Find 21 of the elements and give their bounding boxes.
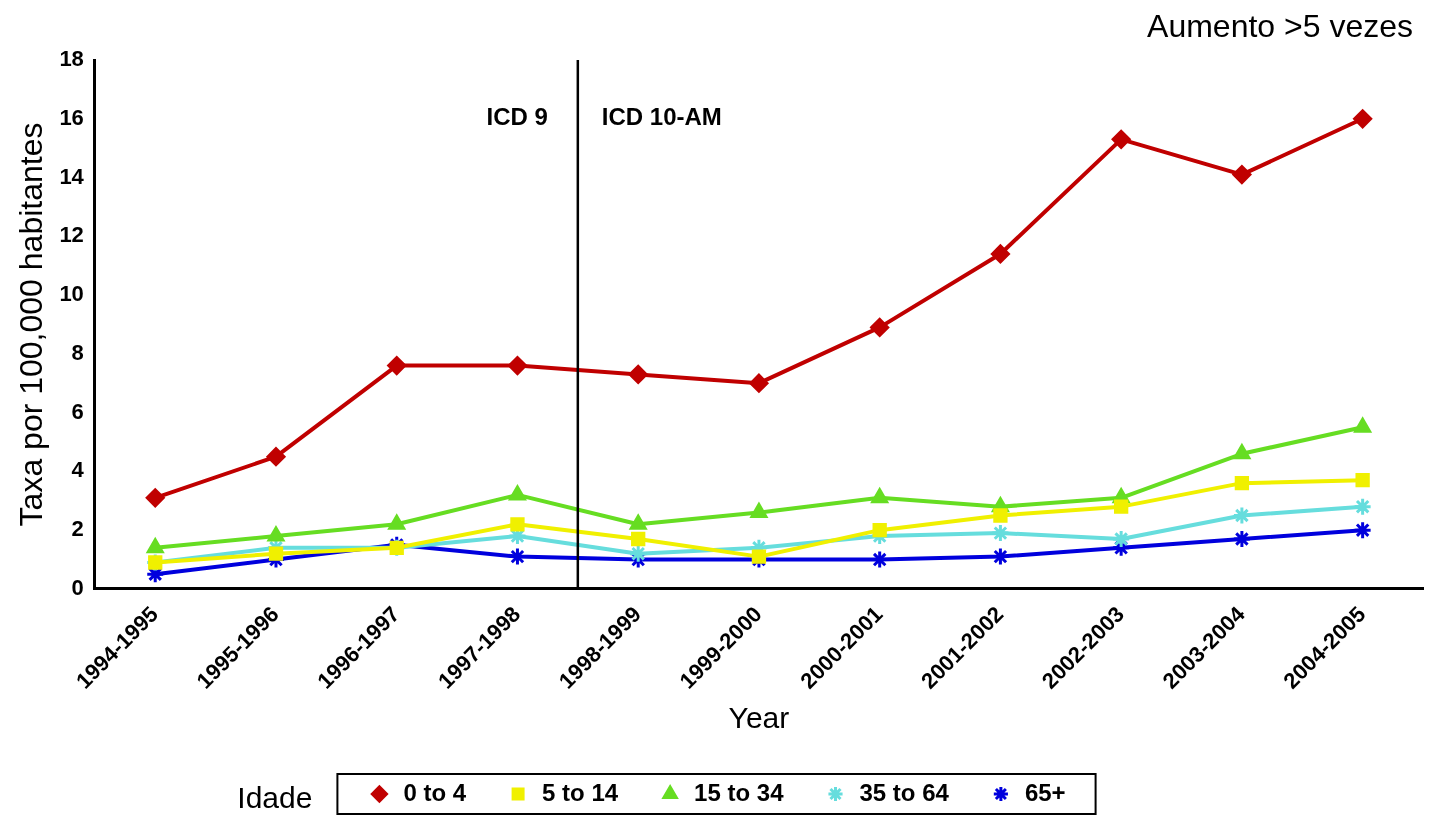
y-tick-label: 0 xyxy=(71,575,84,600)
legend-label: 0 to 4 xyxy=(403,778,467,806)
x-axis-title: Year xyxy=(728,701,790,735)
y-tick-label: 10 xyxy=(59,281,84,307)
y-tick-label: 12 xyxy=(59,222,84,248)
y-tick-label: 2 xyxy=(71,516,84,542)
legend-label: 15 to 34 xyxy=(694,778,785,806)
y-axis-title: Taxa por 100,000 habitantes xyxy=(13,122,50,527)
y-tick-label: 8 xyxy=(71,339,84,365)
annotation: ICD 9 xyxy=(486,103,548,131)
y-tick-label: 4 xyxy=(71,457,85,483)
annotation: ICD 10-AM xyxy=(601,103,722,131)
y-tick-label: 18 xyxy=(59,46,84,72)
y-tick-label: 14 xyxy=(59,163,85,189)
legend-label: 35 to 64 xyxy=(859,778,950,806)
legend-label: 5 to 14 xyxy=(542,778,619,806)
y-tick-label: 6 xyxy=(71,398,84,424)
legend-label: 65+ xyxy=(1024,778,1066,806)
y-tick-label: 16 xyxy=(59,104,84,130)
legend-title: Idade xyxy=(237,781,313,815)
text: Aumento >5 vezes xyxy=(1147,7,1413,44)
